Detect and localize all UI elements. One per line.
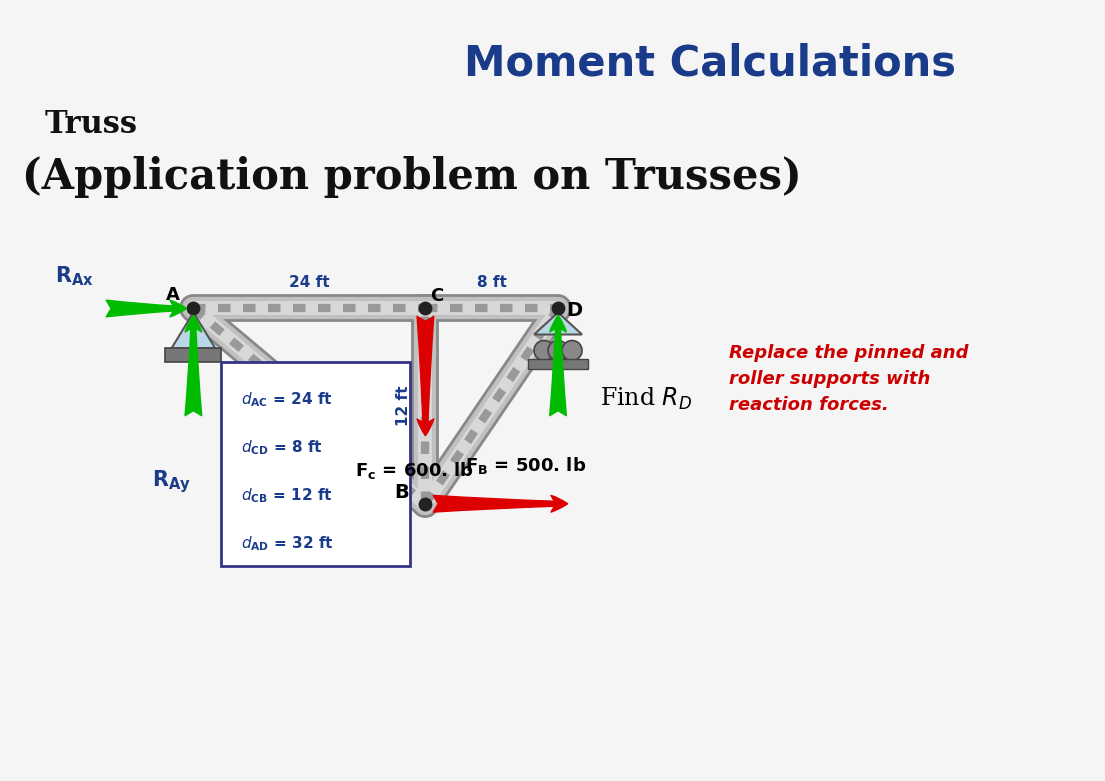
Text: Replace the pinned and
roller supports with
reaction forces.: Replace the pinned and roller supports w… xyxy=(729,344,969,415)
Text: 12 ft: 12 ft xyxy=(397,386,411,426)
FancyBboxPatch shape xyxy=(221,362,410,566)
Text: Find $R_D$: Find $R_D$ xyxy=(600,385,692,412)
Text: $\mathbf{F_c}$ = 600. lb: $\mathbf{F_c}$ = 600. lb xyxy=(356,461,474,482)
Polygon shape xyxy=(171,312,215,348)
Text: D: D xyxy=(566,301,582,320)
Text: B: B xyxy=(394,483,410,501)
Text: 24 ft: 24 ft xyxy=(290,276,329,291)
Text: $d_{\mathregular{CD}}$ = 8 ft: $d_{\mathregular{CD}}$ = 8 ft xyxy=(241,438,323,457)
Text: (Application problem on Trusses): (Application problem on Trusses) xyxy=(22,156,802,198)
Circle shape xyxy=(548,341,568,361)
Text: A: A xyxy=(166,287,179,305)
Text: $d_{\mathregular{CB}}$ = 12 ft: $d_{\mathregular{CB}}$ = 12 ft xyxy=(241,486,333,505)
Text: $d_{\mathregular{AC}}$ = 24 ft: $d_{\mathregular{AC}}$ = 24 ft xyxy=(241,390,334,408)
FancyBboxPatch shape xyxy=(166,348,221,362)
FancyBboxPatch shape xyxy=(528,359,588,369)
Text: $d_{\mathregular{AD}}$ = 32 ft: $d_{\mathregular{AD}}$ = 32 ft xyxy=(241,534,334,553)
Polygon shape xyxy=(534,312,582,334)
Text: $\mathbf{R_{Ay}}$: $\mathbf{R_{Ay}}$ xyxy=(151,469,191,495)
Text: $\mathbf{F_B}$ = 500. lb: $\mathbf{F_B}$ = 500. lb xyxy=(465,455,587,476)
Circle shape xyxy=(534,341,554,361)
Text: Truss: Truss xyxy=(44,109,137,141)
Circle shape xyxy=(562,341,582,361)
Text: Moment Calculations: Moment Calculations xyxy=(464,43,956,85)
Text: 8 ft: 8 ft xyxy=(476,276,507,291)
Text: $\mathbf{R_{Ax}}$: $\mathbf{R_{Ax}}$ xyxy=(54,265,94,288)
Text: C: C xyxy=(431,287,444,305)
